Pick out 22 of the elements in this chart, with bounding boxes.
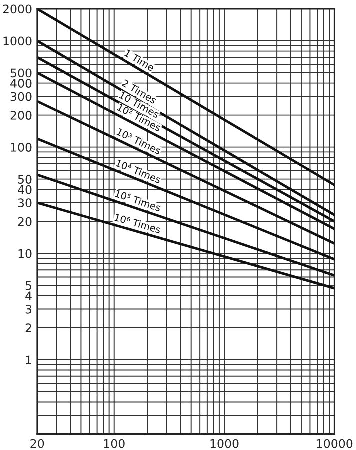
annotation: 10⁶ Times <box>114 214 162 234</box>
y-tick-label: 50 <box>18 175 32 184</box>
y-tick-label: 1 <box>26 356 32 364</box>
y-tick-label: 2 <box>26 324 32 332</box>
y-tick-label: 1000 <box>4 36 32 46</box>
y-tick-label: 100 <box>11 143 32 152</box>
y-tick-label: 300 <box>10 92 32 102</box>
y-tick-label: 30 <box>18 198 32 208</box>
y-tick-label: 20 <box>18 217 32 226</box>
annotation: 10⁵ Times <box>114 190 162 212</box>
y-tick-label: 2000 <box>3 4 32 14</box>
x-tick-label: 10000 <box>317 439 353 448</box>
y-tick-label: 500 <box>10 68 32 78</box>
y-tick-label: 40 <box>18 185 32 194</box>
y-tick-label: 3 <box>26 304 32 314</box>
x-tick-label: 100 <box>104 439 125 448</box>
y-tick-label: 10 <box>18 249 32 258</box>
x-tick-label: 1000 <box>210 439 239 448</box>
y-tick-label: 400 <box>10 79 32 88</box>
y-tick-label: 200 <box>10 111 32 120</box>
y-tick-label: 4 <box>26 292 32 300</box>
y-tick-label: 5 <box>26 282 32 290</box>
